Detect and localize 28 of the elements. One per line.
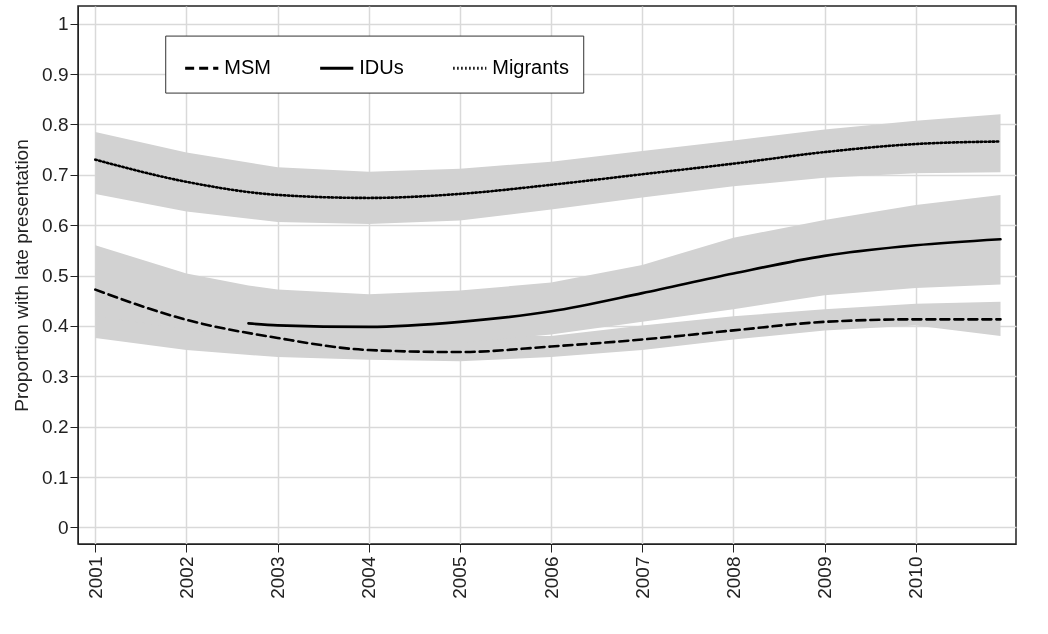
x-tick-label: 2005 xyxy=(449,556,471,599)
legend-label: MSM xyxy=(224,56,271,79)
y-tick-label: 0.5 xyxy=(42,265,69,286)
x-tick-label: 2008 xyxy=(722,556,744,599)
y-tick-label: 1 xyxy=(57,13,69,35)
x-tick-label: 2006 xyxy=(540,556,562,599)
y-tick-label: 0.1 xyxy=(42,466,69,488)
x-tick-label: 2004 xyxy=(358,556,380,599)
x-tick-label: 2010 xyxy=(905,556,927,599)
x-tick-label: 2003 xyxy=(267,556,289,599)
y-tick-label: 0.9 xyxy=(42,63,69,85)
line-series xyxy=(94,140,1002,200)
y-tick-label: 0.4 xyxy=(42,315,69,337)
y-tick-label: 0.7 xyxy=(42,164,69,186)
x-tick-label: 2002 xyxy=(175,556,197,599)
x-tick-label: 2001 xyxy=(84,556,106,599)
y-tick-label: 0 xyxy=(57,516,69,538)
y-axis-title: Proportion with late presentation xyxy=(11,139,33,412)
x-tick-label: 2007 xyxy=(631,556,653,599)
line-series xyxy=(94,288,1002,354)
legend-label: IDUs xyxy=(359,56,404,79)
legend-label: Migrants xyxy=(492,56,569,79)
y-tick-label: 0.2 xyxy=(42,416,69,438)
x-tick-label: 2009 xyxy=(814,556,836,599)
line-series xyxy=(247,237,1002,329)
y-tick-label: 0.8 xyxy=(42,113,69,135)
y-tick-label: 0.3 xyxy=(42,365,69,387)
y-tick-label: 0.6 xyxy=(42,214,69,236)
